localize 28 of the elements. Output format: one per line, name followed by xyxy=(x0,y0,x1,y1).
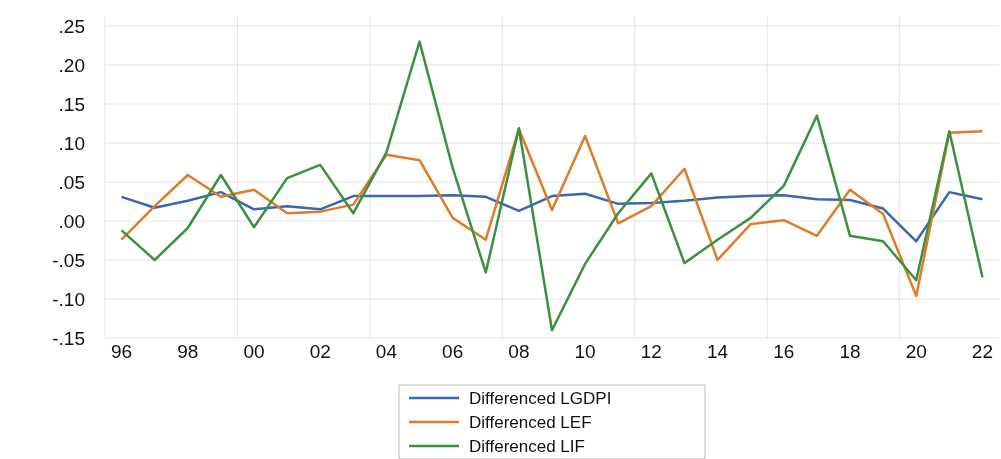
x-tick-label: 14 xyxy=(706,341,729,362)
line-series xyxy=(120,40,984,332)
y-tick-label: -.05 xyxy=(52,249,85,271)
y-tick-label: .10 xyxy=(58,132,85,154)
x-tick-label: 98 xyxy=(177,341,199,362)
y-tick-label: .20 xyxy=(58,54,85,76)
x-tick-label: 12 xyxy=(640,341,662,362)
y-tick-label: -.10 xyxy=(52,288,85,310)
x-tick-label: 08 xyxy=(508,341,530,362)
x-tick-label: 00 xyxy=(243,341,265,362)
x-tick-label: 20 xyxy=(905,341,927,362)
y-tick-label: -.15 xyxy=(52,327,85,349)
legend-label: Differenced LIF xyxy=(469,436,585,456)
line-series xyxy=(120,190,984,243)
y-tick-label: .15 xyxy=(58,93,85,115)
x-tick-label: 16 xyxy=(773,341,795,362)
x-tick-label: 18 xyxy=(839,341,861,362)
x-tick-label: 96 xyxy=(110,341,133,362)
y-tick-label: .00 xyxy=(58,210,85,232)
y-tick-label: .25 xyxy=(58,15,85,37)
x-tick-label: 10 xyxy=(574,341,596,362)
x-tick-label: 04 xyxy=(375,341,398,362)
x-tick-label: 02 xyxy=(309,341,331,362)
x-tick-label: 22 xyxy=(971,341,994,362)
x-tick-label: 06 xyxy=(442,341,464,362)
legend-label: Differenced LGDPI xyxy=(469,388,612,408)
legend-label: Differenced LEF xyxy=(469,412,592,432)
y-tick-label: .05 xyxy=(58,171,85,193)
